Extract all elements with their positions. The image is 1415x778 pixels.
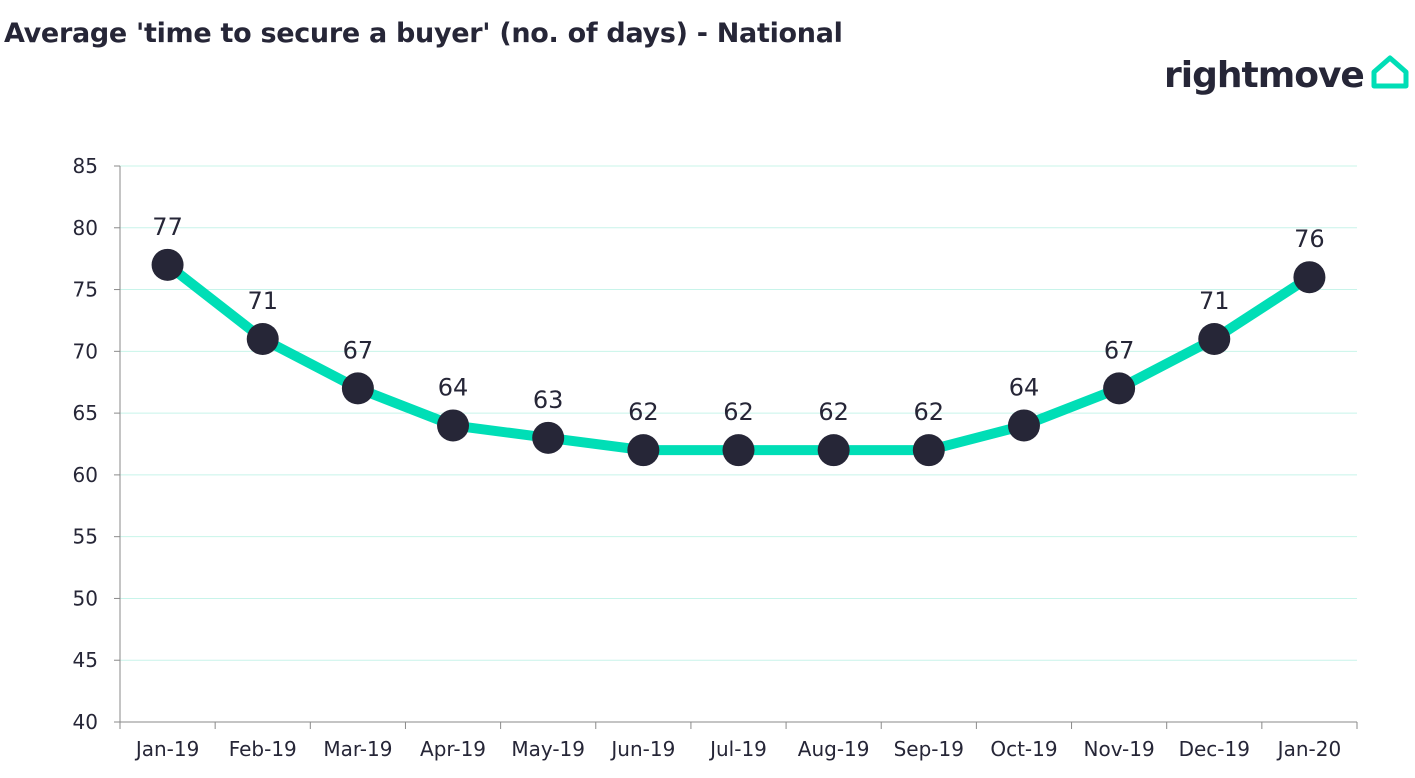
y-tick-label: 70 [73,339,98,363]
x-tick-label: Aug-19 [798,737,870,761]
house-icon [1371,55,1409,89]
x-tick-label: Feb-19 [229,737,297,761]
gridlines [120,165,1357,661]
y-tick-label: 55 [73,525,98,549]
data-point [1293,261,1326,294]
data-label: 71 [247,287,278,315]
markers [151,248,1326,467]
data-label: 64 [1009,373,1040,401]
x-tick-label: Sep-19 [894,737,964,761]
y-tick-label: 40 [73,710,98,734]
axes [114,165,1358,729]
y-tick-label: 45 [73,648,98,672]
data-point [1007,409,1040,442]
data-label: 63 [533,386,564,414]
x-tick-label: Jun-19 [609,737,675,761]
x-tick-label: Oct-19 [990,737,1057,761]
data-label: 67 [1104,336,1135,364]
data-point [912,434,945,467]
x-tick-label: May-19 [511,737,585,761]
data-label: 62 [914,398,945,426]
data-label: 62 [818,398,849,426]
x-tick-label: Mar-19 [323,737,392,761]
data-point [341,372,374,405]
data-point [1198,322,1231,355]
x-tick-label: Nov-19 [1084,737,1155,761]
data-label: 71 [1199,287,1230,315]
y-tick-label: 85 [73,154,98,178]
x-tick-label: Jan-19 [134,737,200,761]
data-point [437,409,470,442]
logo-wordmark: rightmove [1164,55,1364,96]
data-point [722,434,755,467]
data-point [246,322,279,355]
x-tick-label: Apr-19 [420,737,486,761]
y-tick-label: 60 [73,463,98,487]
y-tick-label: 80 [73,216,98,240]
data-label: 62 [723,398,754,426]
rightmove-logo: rightmove [1164,55,1409,96]
data-label: 64 [438,373,469,401]
data-point [817,434,850,467]
x-tick-label: Jul-19 [708,737,767,761]
data-label: 62 [628,398,659,426]
x-tick-label: Dec-19 [1179,737,1250,761]
data-point [1103,372,1136,405]
data-label: 76 [1294,225,1325,253]
data-label: 67 [343,336,374,364]
data-point [151,248,184,281]
y-tick-label: 75 [73,278,98,302]
y-tick-label: 50 [73,586,98,610]
data-point [532,421,565,454]
x-tick-label: Jan-20 [1276,737,1342,761]
labels: 40 45 50 55 60 65 70 75 80 85 Jan-19 Feb-19 Mar-19 Ap… [73,154,1342,761]
y-tick-label: 65 [73,401,98,425]
chart-title: Average 'time to secure a buyer' (no. of… [4,18,843,49]
data-point [627,434,660,467]
data-label: 77 [152,213,183,241]
